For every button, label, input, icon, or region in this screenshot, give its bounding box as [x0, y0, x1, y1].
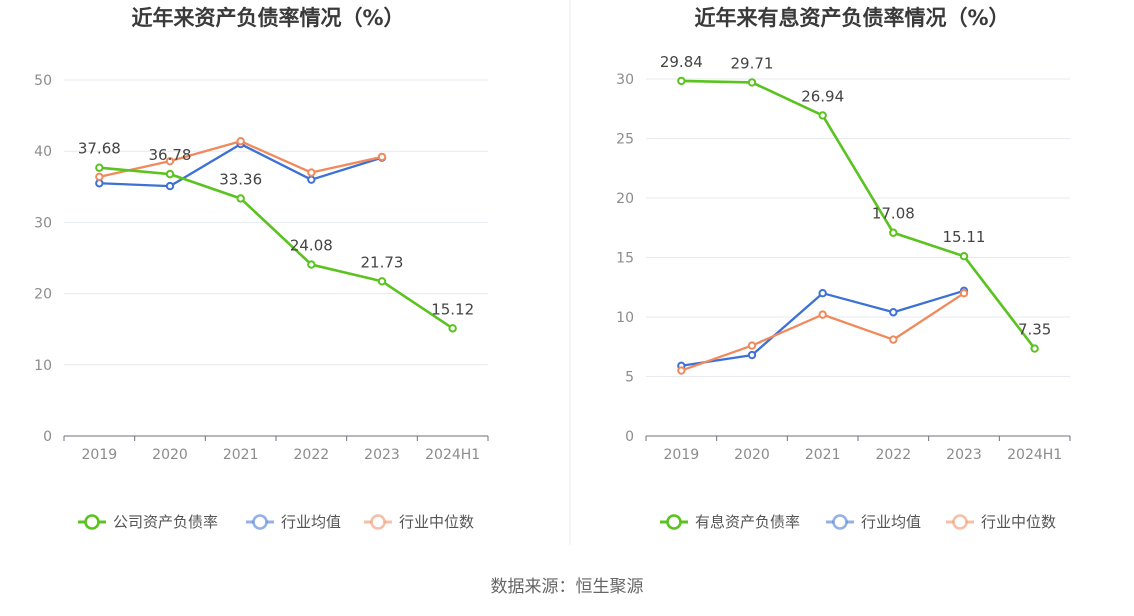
- left-series-1-point: [307, 175, 316, 184]
- right-y-tick-label: 30: [616, 72, 634, 88]
- left-series-0-point: [165, 169, 175, 179]
- left-legend-label: 公司资产负债率: [113, 513, 218, 531]
- left-y-tick-label: 40: [34, 144, 52, 160]
- left-legend-label: 行业均值: [281, 513, 341, 531]
- right-series-2-point: [889, 335, 898, 344]
- legend-marker-icon: [370, 514, 386, 530]
- left-series-2-point: [236, 137, 245, 146]
- right-data-label: 26.94: [801, 87, 844, 105]
- left-series-0-point: [307, 260, 316, 269]
- legend-marker-icon: [666, 514, 682, 530]
- legend-marker-icon: [252, 514, 268, 530]
- right-legend-item-2[interactable]: 行业中位数: [946, 513, 1056, 531]
- left-x-tick-label: 2019: [82, 447, 118, 463]
- right-legend-label: 行业均值: [861, 513, 921, 531]
- left-x-tick-label: 2024H1: [425, 447, 480, 463]
- legend-marker-icon: [952, 514, 968, 530]
- right-series-2-point: [959, 289, 969, 298]
- left-x-tick-label: 2023: [364, 447, 400, 463]
- left-legend-item-1[interactable]: 行业均值: [246, 513, 341, 531]
- right-x-tick-label: 2020: [734, 447, 770, 463]
- right-y-tick-label: 20: [616, 191, 634, 207]
- right-data-label: 15.11: [943, 228, 986, 246]
- left-series-2-point: [95, 172, 104, 182]
- left-series-0-point: [377, 277, 387, 286]
- left-data-label: 33.36: [219, 170, 262, 188]
- right-y-tick-label: 10: [616, 310, 634, 326]
- right-y-tick-label: 0: [625, 429, 634, 445]
- right-x-tick-label: 2021: [805, 447, 841, 463]
- right-legend-label: 行业中位数: [981, 513, 1056, 531]
- right-legend-label: 有息资产负债率: [695, 513, 800, 531]
- left-chart-title: 近年来资产负债率情况（%）: [131, 6, 404, 30]
- left-y-tick-label: 50: [34, 73, 52, 89]
- right-series-2-point: [677, 366, 686, 375]
- left-series-2-point: [307, 168, 316, 177]
- right-legend-item-0[interactable]: 有息资产负债率: [660, 513, 800, 531]
- right-x-tick-label: 2019: [664, 447, 700, 463]
- right-y-tick-label: 25: [616, 132, 634, 148]
- left-legend-label: 行业中位数: [399, 513, 474, 531]
- data-source-label: 数据来源：恒生聚源: [491, 577, 644, 597]
- left-series-line-0: [99, 166, 454, 330]
- left-y-tick-label: 30: [34, 215, 52, 231]
- left-y-tick-label: 10: [34, 358, 52, 374]
- interest-debt-ratio-chart: 近年来有息资产负债率情况（%） 0 5 10 15 20 25 30 2019 2020 2021 2…: [616, 6, 1071, 531]
- right-series-0-point: [889, 228, 898, 237]
- left-legend-item-2[interactable]: 行业中位数: [364, 513, 474, 531]
- right-series-1-point: [818, 289, 827, 298]
- right-legend-item-1[interactable]: 行业均值: [826, 513, 921, 531]
- right-x-tick-label: 2022: [876, 447, 912, 463]
- legend-marker-icon: [84, 514, 100, 530]
- right-series-1-point: [889, 308, 898, 317]
- right-data-label: 29.71: [731, 54, 774, 72]
- right-series-2-point: [818, 310, 827, 319]
- right-chart-title: 近年来有息资产负债率情况（%）: [694, 6, 1009, 30]
- left-series-0-point: [448, 324, 457, 333]
- right-series-0-point: [677, 76, 686, 86]
- right-series-line-0: [681, 79, 1036, 350]
- left-legend-item-0[interactable]: 公司资产负债率: [78, 513, 218, 531]
- right-series-1-point: [747, 350, 757, 360]
- left-series-0-point: [236, 194, 245, 203]
- left-data-label: 15.12: [431, 300, 474, 318]
- right-y-tick-label: 5: [625, 370, 634, 386]
- left-data-label: 21.73: [361, 253, 404, 271]
- left-series-2-point: [165, 156, 175, 166]
- right-data-label: 17.08: [872, 205, 915, 223]
- left-x-tick-label: 2020: [152, 447, 188, 463]
- left-series-0-point: [95, 163, 104, 172]
- left-y-tick-label: 0: [43, 429, 52, 445]
- left-series-1-point: [165, 181, 175, 191]
- right-data-label: 7.35: [1018, 321, 1051, 339]
- left-x-tick-label: 2022: [294, 447, 330, 463]
- left-data-label: 36.78: [149, 146, 192, 164]
- legend-marker-icon: [832, 514, 848, 530]
- left-y-tick-label: 20: [34, 287, 52, 303]
- right-series-0-point: [747, 78, 757, 87]
- right-series-2-point: [747, 341, 757, 350]
- right-series-0-point: [959, 251, 969, 261]
- left-data-label: 24.08: [290, 237, 333, 255]
- right-y-tick-label: 15: [616, 251, 634, 267]
- right-series-0-point: [1030, 344, 1039, 353]
- left-x-tick-label: 2021: [223, 447, 259, 463]
- debt-ratio-chart: 近年来资产负债率情况（%） 0 10 20 30 40 50 2019 2020 2021 2022…: [34, 6, 489, 531]
- left-series-2-point: [377, 152, 387, 162]
- right-data-label: 29.84: [660, 53, 703, 71]
- left-data-label: 37.68: [78, 140, 121, 158]
- right-x-tick-label: 2024H1: [1007, 447, 1062, 463]
- right-series-0-point: [818, 111, 827, 120]
- right-x-tick-label: 2023: [946, 447, 982, 463]
